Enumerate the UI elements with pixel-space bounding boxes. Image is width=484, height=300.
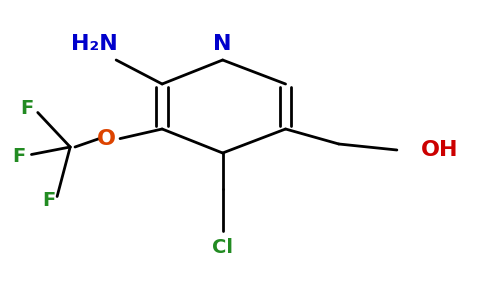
Text: F: F [13,146,26,166]
Text: O: O [97,129,116,148]
Text: Cl: Cl [212,238,233,257]
Text: N: N [213,34,232,54]
Text: F: F [20,98,33,118]
Text: H₂N: H₂N [71,34,118,54]
Text: F: F [42,191,55,211]
Text: OH: OH [421,140,458,160]
